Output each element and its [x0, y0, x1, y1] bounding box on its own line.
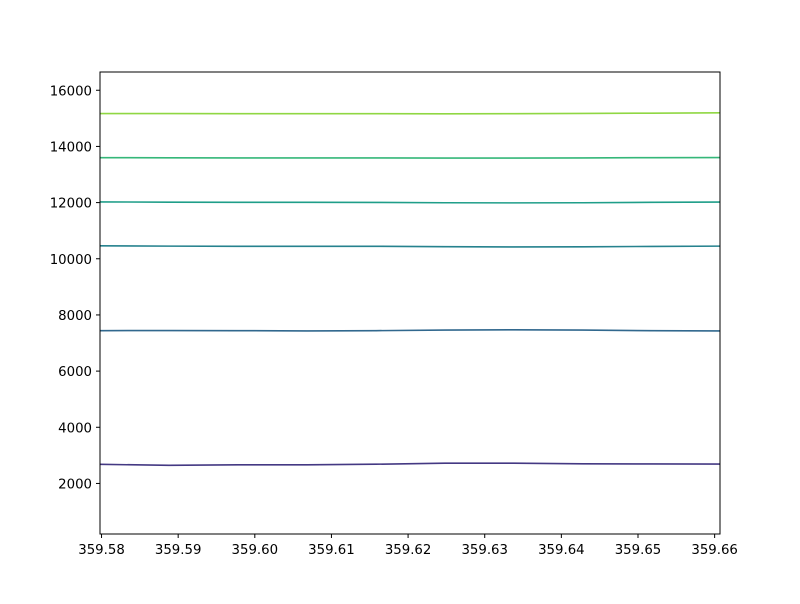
y-tick-label: 10000	[50, 253, 92, 268]
series-line-6	[100, 112, 721, 115]
y-tick-label: 12000	[50, 197, 92, 212]
series-line-1	[99, 462, 721, 467]
series-line-3	[99, 245, 721, 248]
series-layer	[99, 112, 721, 467]
x-tick-label: 359.63	[461, 543, 508, 558]
series-line-2	[99, 329, 721, 332]
x-tick-label: 359.62	[385, 543, 432, 558]
y-axis: 2000 4000 6000 8000 10000 12000 14000 16000	[50, 84, 100, 492]
series-line-5	[99, 156, 721, 159]
x-tick-label: 359.58	[78, 543, 125, 558]
x-tick-label: 359.61	[308, 543, 355, 558]
y-tick-label: 6000	[58, 365, 92, 380]
series-line-4	[99, 201, 721, 204]
plot-frame	[99, 71, 721, 535]
y-tick-label: 4000	[58, 421, 92, 436]
x-tick-label: 359.64	[538, 543, 585, 558]
x-tick-label: 359.60	[232, 543, 279, 558]
y-tick-label: 8000	[58, 309, 92, 324]
x-axis: 359.58 359.59 359.60 359.61 359.62 359.63 359.…	[78, 534, 738, 558]
y-tick-label: 14000	[50, 140, 92, 155]
y-tick-label: 2000	[58, 477, 92, 492]
x-tick-label: 359.59	[155, 543, 202, 558]
x-tick-label: 359.66	[691, 543, 738, 558]
x-tick-label: 359.65	[615, 543, 662, 558]
y-tick-label: 16000	[50, 84, 92, 99]
